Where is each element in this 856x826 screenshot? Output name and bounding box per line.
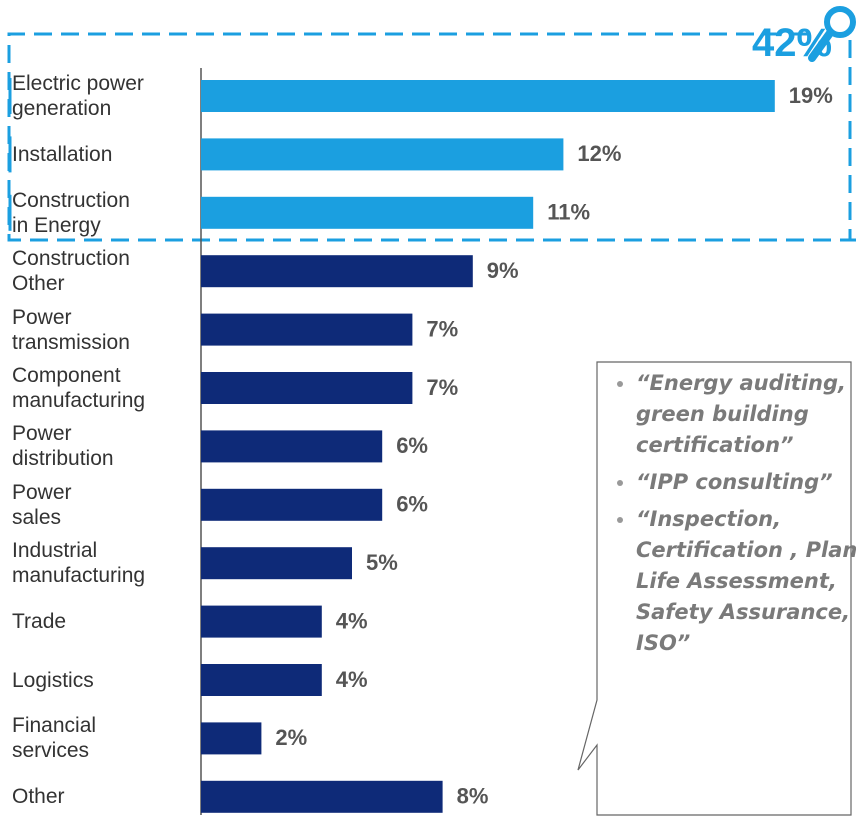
bar	[201, 313, 413, 346]
bar	[201, 196, 534, 229]
category-label: Trade	[12, 610, 67, 634]
value-label: 9%	[487, 258, 519, 283]
category-label: Construction in Energy	[12, 188, 130, 237]
category-label: Component manufacturing	[12, 364, 146, 412]
bar	[201, 547, 352, 580]
bar	[201, 605, 322, 638]
value-label: 6%	[396, 433, 428, 458]
category-label: Industrial manufacturing	[12, 539, 146, 588]
category-label: Power distribution	[12, 422, 114, 471]
bar	[201, 255, 473, 288]
bar	[201, 780, 443, 813]
category-label: Financial services	[12, 714, 97, 763]
value-label: 19%	[789, 83, 833, 108]
value-label: 2%	[275, 725, 307, 750]
value-label: 7%	[426, 316, 458, 341]
callout-list: “Energy auditing, green building certifi…	[612, 368, 856, 665]
bar	[201, 722, 262, 755]
category-label: Construction Other	[12, 247, 130, 296]
bar	[201, 430, 383, 463]
callout-item: “Inspection, Certification , Plant Life …	[636, 504, 856, 659]
category-label: Installation	[12, 142, 113, 166]
callout-box	[577, 361, 852, 816]
value-label: 12%	[577, 141, 621, 166]
magnifier-icon	[824, 6, 856, 38]
category-label: Power transmission	[12, 305, 130, 354]
bar	[201, 372, 413, 404]
value-label: 6%	[396, 492, 428, 517]
bar	[201, 664, 322, 696]
value-label: 8%	[457, 784, 489, 809]
category-label: Logistics	[12, 668, 94, 692]
value-label: 11%	[547, 200, 590, 225]
bar	[201, 138, 564, 171]
annotation: 42%	[752, 21, 832, 65]
value-label: 4%	[336, 667, 368, 692]
bar	[201, 488, 383, 521]
callout-item: “IPP consulting”	[636, 467, 856, 498]
value-label: 7%	[426, 375, 458, 400]
bar	[201, 80, 775, 112]
magnifier-handle	[808, 29, 834, 62]
category-label: Electric power generation	[12, 72, 144, 120]
value-label: 4%	[336, 608, 368, 633]
callout-item: “Energy auditing, green building certifi…	[636, 368, 856, 461]
category-label: Power sales	[12, 480, 72, 529]
value-label: 5%	[366, 550, 398, 575]
category-label: Other	[12, 785, 65, 809]
